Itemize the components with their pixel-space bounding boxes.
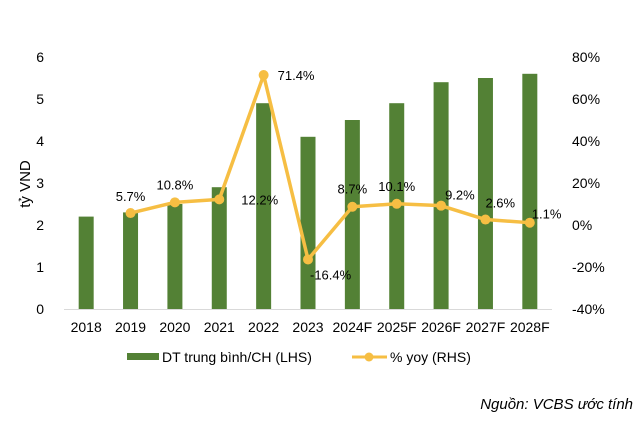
x-tick-label: 2020 [159,319,190,335]
legend: DT trung bình/CH (LHS) % yoy (RHS) [127,349,471,365]
x-tick-label: 2024F [333,319,373,335]
y-tick-label: 5 [36,91,44,107]
yoy-marker [480,214,491,225]
data-label: 5.7% [116,189,146,204]
line-series: 5.7% 10.8% 12.2% 71.4% -16.4% 8.7% 10.1% 9.2% 2.… [116,68,562,282]
y2-tick-label: 20% [572,175,600,191]
yoy-marker [391,198,402,209]
right-axis-ticks: -40% -20% 0% 20% 40% 60% 80% [572,49,605,317]
yoy-marker [125,208,136,219]
data-label: 12.2% [241,192,278,207]
yoy-marker [214,194,225,205]
x-tick-label: 2018 [71,319,102,335]
bar [522,73,538,309]
data-label: -16.4% [310,267,352,282]
y-axis-title: tỷ VND [17,160,34,208]
bar [344,120,360,309]
x-tick-label: 2021 [204,319,235,335]
legend-label-bar: DT trung bình/CH (LHS) [162,349,312,365]
x-tick-label: 2028F [510,319,550,335]
x-tick-label: 2023 [292,319,323,335]
legend-swatch-bar [127,353,159,360]
yoy-marker [524,217,535,228]
bar [477,78,493,309]
x-tick-label: 2025F [377,319,417,335]
data-label: 8.7% [338,182,368,197]
legend-marker-line [364,352,374,362]
bar [78,216,94,309]
x-tick-label: 2026F [421,319,461,335]
yoy-marker [436,200,447,211]
x-tick-label: 2027F [466,319,506,335]
source-note: Nguồn: VCBS ước tính [480,396,633,413]
y2-tick-label: 0% [572,217,592,233]
y-tick-label: 0 [36,301,44,317]
data-label: 10.8% [156,177,193,192]
y2-tick-label: -40% [572,301,605,317]
bar [211,187,227,309]
y-tick-label: 3 [36,175,44,191]
yoy-marker [303,254,313,265]
x-axis-ticks: 2018 2019 2020 2021 2022 2023 2024F 2025F 2026F 2… [71,319,550,335]
legend-label-line: % yoy (RHS) [390,349,471,365]
left-axis-ticks: 0 1 2 3 4 5 6 [36,49,44,317]
y-tick-label: 4 [36,133,44,149]
y2-tick-label: 80% [572,49,600,65]
x-tick-label: 2019 [115,319,146,335]
x-tick-label: 2022 [248,319,279,335]
y-tick-label: 6 [36,49,44,65]
bar [433,82,449,309]
yoy-marker [169,197,180,208]
yoy-line [130,73,530,262]
data-label: 9.2% [445,188,475,203]
data-label: 10.1% [378,179,415,194]
yoy-marker [258,70,269,81]
y2-tick-label: 60% [572,91,600,107]
y-tick-label: 1 [36,259,44,275]
bar [300,136,316,309]
y2-tick-label: -20% [572,259,605,275]
data-label: 2.6% [485,196,515,211]
data-label: 71.4% [278,68,315,83]
bar [167,204,183,309]
yoy-marker [347,201,358,212]
y-tick-label: 2 [36,217,44,233]
bar [123,212,139,309]
bar [256,103,272,309]
y2-tick-label: 40% [572,133,600,149]
data-label: 1.1% [532,207,562,222]
